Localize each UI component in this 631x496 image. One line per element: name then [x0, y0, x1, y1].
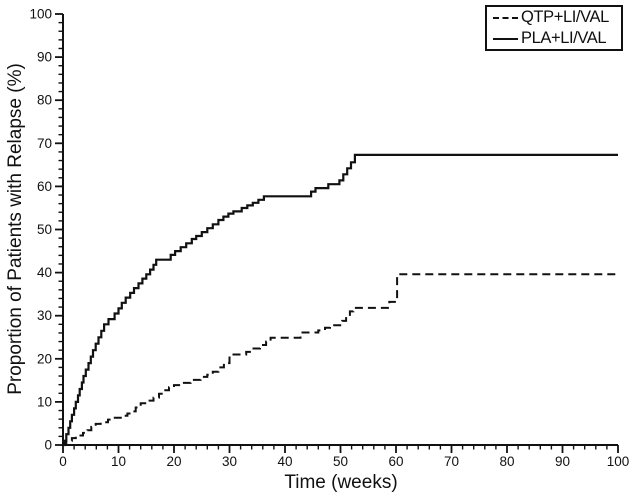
x-tick-label: 10	[111, 454, 126, 469]
axis-lines	[62, 14, 618, 446]
x-tick-label: 40	[277, 454, 292, 469]
y-tick-label: 90	[37, 50, 52, 65]
x-tick-label: 100	[607, 454, 630, 469]
legend-item-pla: PLA+LI/VAL	[493, 28, 621, 49]
y-tick-label: 30	[37, 308, 52, 323]
y-tick-label: 80	[37, 93, 52, 108]
legend: QTP+LI/VAL PLA+LI/VAL	[485, 5, 623, 51]
y-tick-label: 70	[37, 136, 52, 151]
legend-label-qtp: QTP+LI/VAL	[521, 8, 609, 26]
x-tick-label: 70	[444, 454, 459, 469]
y-tick-label: 0	[44, 438, 52, 453]
x-tick-label: 80	[499, 454, 514, 469]
series-dashed	[63, 273, 618, 446]
y-tick-label: 40	[37, 265, 52, 280]
x-tick-label: 30	[222, 454, 237, 469]
x-axis-title: Time (weeks)	[284, 472, 397, 493]
axis-ticks: 0 10 20 30 40 50 60 70 80 90 100 0 10 20 30 40 50 60 70 80 9…	[29, 7, 629, 470]
legend-label-pla: PLA+LI/VAL	[521, 29, 607, 47]
solid-line-sample	[493, 37, 518, 40]
y-tick-label: 10	[37, 394, 52, 409]
x-tick-label: 50	[333, 454, 348, 469]
y-tick-label: 60	[37, 179, 52, 194]
y-tick-label: 100	[29, 7, 52, 22]
survival-curves	[63, 153, 618, 447]
axis-frame	[62, 14, 618, 446]
x-tick-label: 20	[166, 454, 181, 469]
legend-item-qtp: QTP+LI/VAL	[493, 7, 621, 28]
y-axis-title: Proportion of Patients with Relapse (%)	[5, 63, 26, 395]
series-solid	[63, 153, 618, 447]
y-tick-label: 50	[37, 222, 52, 237]
y-tick-label: 20	[37, 351, 52, 366]
x-tick-label: 60	[388, 454, 403, 469]
x-tick-label: 90	[555, 454, 570, 469]
x-tick-label: 0	[59, 454, 67, 469]
dashed-line-sample	[493, 16, 518, 19]
